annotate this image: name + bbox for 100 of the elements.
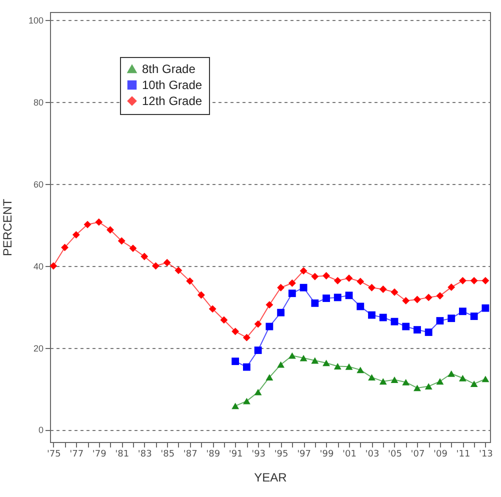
point bbox=[334, 276, 342, 284]
point bbox=[220, 316, 228, 324]
legend-label: 12th Grade bbox=[142, 94, 202, 108]
x-tick-label: '11 bbox=[456, 450, 470, 460]
y-tick-label: 60 bbox=[33, 180, 44, 190]
point bbox=[300, 284, 308, 292]
x-tick-label: '07 bbox=[410, 450, 425, 460]
point bbox=[300, 267, 308, 275]
x-tick-label: '99 bbox=[320, 450, 334, 460]
point bbox=[186, 277, 194, 285]
point bbox=[50, 262, 58, 270]
point bbox=[334, 363, 342, 370]
point bbox=[277, 284, 285, 292]
point bbox=[118, 237, 126, 245]
point bbox=[459, 308, 466, 316]
point bbox=[322, 294, 330, 302]
x-tick-label: '93 bbox=[252, 450, 266, 460]
point bbox=[152, 262, 160, 270]
point bbox=[368, 374, 376, 381]
y-tick-label: 20 bbox=[33, 343, 44, 354]
point bbox=[311, 357, 319, 364]
legend-label: 10th Grade bbox=[142, 78, 202, 92]
point bbox=[174, 266, 182, 274]
x-tick-label: '13 bbox=[478, 450, 493, 460]
point bbox=[379, 286, 387, 293]
point bbox=[84, 220, 92, 228]
point bbox=[448, 283, 456, 291]
point bbox=[379, 378, 387, 385]
x-tick-label: '75 bbox=[46, 450, 61, 460]
point bbox=[322, 360, 330, 366]
point bbox=[368, 284, 376, 292]
point bbox=[311, 272, 319, 280]
x-tick-label: '87 bbox=[183, 450, 198, 460]
point bbox=[140, 252, 148, 260]
point bbox=[322, 272, 330, 280]
x-axis-title: YEAR bbox=[254, 470, 288, 484]
x-tick-label: '79 bbox=[92, 450, 107, 460]
point bbox=[198, 291, 205, 299]
point bbox=[424, 294, 432, 302]
point bbox=[470, 312, 478, 320]
y-axis-title: PERCENT bbox=[0, 198, 14, 256]
point bbox=[311, 299, 319, 307]
point bbox=[390, 288, 398, 296]
point bbox=[72, 231, 80, 238]
point bbox=[402, 297, 410, 304]
point bbox=[242, 363, 250, 371]
x-tick-label: '85 bbox=[160, 450, 175, 460]
point bbox=[379, 314, 387, 322]
point bbox=[242, 334, 250, 342]
x-tick-label: '95 bbox=[274, 450, 288, 460]
point bbox=[106, 226, 114, 234]
y-tick-label: 0 bbox=[38, 425, 44, 436]
point bbox=[345, 363, 353, 370]
point bbox=[424, 328, 432, 336]
point bbox=[414, 326, 421, 334]
x-tick-label: '91 bbox=[228, 450, 243, 460]
point bbox=[436, 292, 444, 300]
x-tick-label: '97 bbox=[297, 450, 312, 460]
point bbox=[61, 244, 68, 252]
y-tick-label: 80 bbox=[33, 98, 44, 108]
point bbox=[232, 328, 240, 336]
point bbox=[470, 380, 478, 388]
point bbox=[242, 398, 250, 404]
point bbox=[277, 308, 285, 316]
x-tick-label: '09 bbox=[434, 450, 448, 460]
point bbox=[300, 354, 308, 362]
point bbox=[277, 361, 285, 368]
point bbox=[345, 292, 353, 300]
point bbox=[288, 352, 296, 359]
point bbox=[288, 290, 296, 298]
x-tick-label: '03 bbox=[365, 450, 380, 460]
x-tick-label: '77 bbox=[70, 450, 84, 460]
x-tick-label: '81 bbox=[115, 450, 130, 460]
point bbox=[345, 274, 353, 282]
x-tick-label: '83 bbox=[138, 450, 152, 460]
point bbox=[254, 320, 262, 328]
legend-label: 8th Grade bbox=[142, 62, 196, 76]
point bbox=[402, 379, 410, 386]
point bbox=[266, 374, 274, 381]
point bbox=[288, 279, 296, 287]
y-tick-label: 100 bbox=[28, 16, 44, 26]
point bbox=[129, 244, 137, 252]
point bbox=[482, 376, 490, 382]
point bbox=[459, 374, 466, 382]
x-tick-label: '89 bbox=[206, 450, 220, 460]
point bbox=[356, 302, 364, 310]
point bbox=[390, 376, 398, 383]
x-tick-label: '01 bbox=[342, 450, 356, 460]
point bbox=[448, 370, 456, 377]
point bbox=[232, 358, 240, 366]
point bbox=[334, 294, 342, 302]
point bbox=[232, 402, 240, 410]
point bbox=[436, 317, 444, 324]
point bbox=[390, 318, 398, 326]
point bbox=[436, 378, 444, 385]
point bbox=[356, 278, 364, 286]
point bbox=[266, 322, 274, 330]
point bbox=[163, 258, 171, 266]
point bbox=[208, 305, 216, 313]
point bbox=[402, 322, 410, 330]
